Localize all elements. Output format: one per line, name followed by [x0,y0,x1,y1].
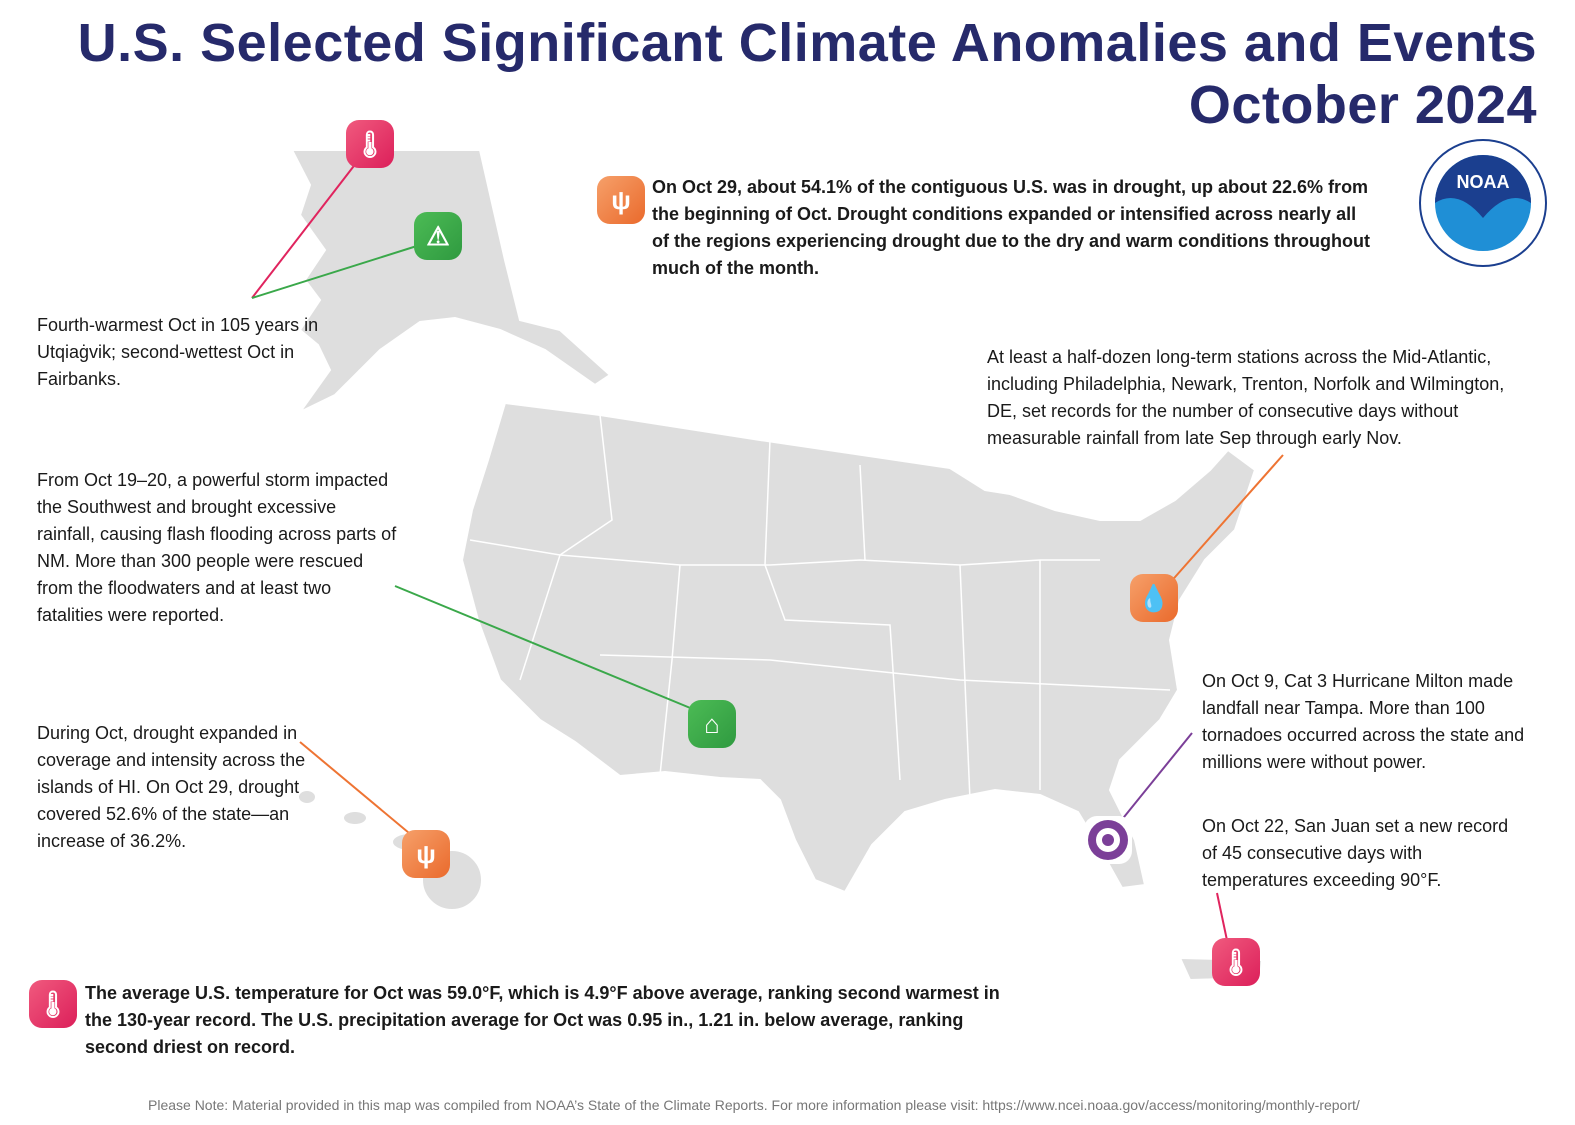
leader-line-midatl [1167,454,1284,586]
drought-icon: ψ [597,176,645,224]
annotation-new-mexico: From Oct 19–20, a powerful storm impacte… [37,470,397,625]
annotation-alaska: Fourth-warmest Oct in 105 years in Utqia… [37,315,319,389]
annotation-mid-atlantic: At least a half-dozen long-term stations… [987,347,1505,448]
thermometer-icon: 🌡 [29,980,77,1028]
page-title: U.S. Selected Significant Climate Anomal… [78,12,1537,136]
hawaii-kauai [297,789,317,805]
alaska-shape [290,149,612,413]
title-month: October 2024 [1188,75,1537,135]
leader-line-pr [1216,892,1229,946]
footer-note: Please Note: Material provided in this m… [148,1097,1360,1113]
raindrop-icon: 💧 [1130,574,1178,622]
state-borders [469,414,1171,801]
thermometer-icon: 🌡 [1212,938,1260,986]
leader-line-hawaii [299,741,416,839]
flood-house-icon: ⌂ [688,700,736,748]
svg-text:NOAA: NOAA [1457,172,1510,192]
annotation-puerto-rico: On Oct 22, San Juan set a new record of … [1202,816,1509,890]
annotation-drought-conus: On Oct 29, about 54.1% of the contiguous… [652,177,1371,278]
leader-line-ak-temp [251,157,361,299]
annotation-hawaii: During Oct, drought expanded in coverage… [37,723,306,851]
annotation-national: The average U.S. temperature for Oct was… [85,983,1000,1057]
warning-icon: ⚠ [414,212,462,260]
annotation-hurricane: On Oct 9, Cat 3 Hurricane Milton made la… [1202,671,1525,772]
hawaii-oahu [342,810,368,826]
conus-shape [460,401,1257,894]
noaa-logo: NOAA [1418,138,1548,268]
leader-line-nm [394,585,701,713]
title-line1: U.S. Selected Significant Climate Anomal… [77,13,1537,73]
leader-line-ak-precip [251,244,421,299]
drought-icon: ψ [402,830,450,878]
thermometer-icon: 🌡 [346,120,394,168]
hurricane-icon [1084,816,1132,864]
leader-line-hurricane [1119,732,1193,823]
